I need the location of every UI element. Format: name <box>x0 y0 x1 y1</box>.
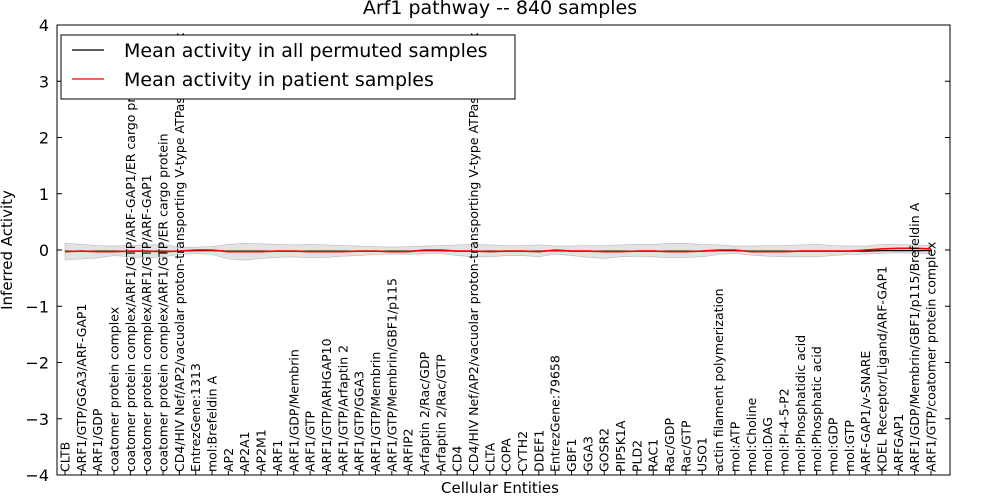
y-tick-label: −1 <box>25 297 49 316</box>
series-line-patient <box>64 247 932 253</box>
legend: Mean activity in all permuted samples Me… <box>60 34 516 100</box>
x-tick-label: mol:ATP <box>727 421 742 472</box>
x-tick-label: ARF1/GTP/coatomer protein complex <box>924 242 939 472</box>
x-tick-label: mol:GDP <box>826 417 841 472</box>
y-tick-label: 3 <box>39 72 49 91</box>
x-tick-label: ARFGAP1 <box>891 414 906 472</box>
x-tick-label: GBF1 <box>564 439 579 472</box>
x-tick-label: CD4/HIV Nef/AP2/vacuolar proton-transpor… <box>466 33 481 473</box>
y-axis-label: Inferred Activity <box>0 190 16 310</box>
x-tick-label: AP2 <box>221 448 236 472</box>
x-tick-label: ARF1/GDP <box>90 408 105 472</box>
y-tick-label: 1 <box>39 185 49 204</box>
legend-label-patient: Mean activity in patient samples <box>124 69 434 91</box>
x-tick-label: EntrezGene:79658 <box>548 355 563 472</box>
x-tick-label: coatomer protein complex/ARF1/GTP/ARF-GA… <box>123 66 138 472</box>
x-tick-label: ARF1/GDP/Membrin <box>286 349 301 472</box>
x-tick-label: Rac/GDP <box>662 418 677 472</box>
x-tick-label: ARF1/GTP/GGA3 <box>352 371 367 472</box>
x-tick-label: AP2A1 <box>237 431 252 472</box>
y-tick-label: 4 <box>39 16 49 35</box>
x-tick-label: mol:Phosphatic acid <box>809 346 824 472</box>
x-tick-label: KDEL Receptor/Ligand/ARF-GAP1 <box>875 266 890 472</box>
x-tick-label: PLD2 <box>629 440 644 472</box>
x-tick-label: ARF-GAP1/v-SNARE <box>858 351 873 472</box>
x-tick-label: ARFIP2 <box>401 428 416 472</box>
legend-box <box>60 34 516 100</box>
legend-label-permuted: Mean activity in all permuted samples <box>124 40 487 62</box>
x-tick-label: mol:Choline <box>744 397 759 472</box>
x-tick-label: CD4 <box>450 446 465 472</box>
y-axis: −4 −3 −2 −1 0 1 2 3 4 <box>25 16 950 485</box>
x-tick-label: AP2M1 <box>254 429 269 472</box>
x-tick-label: EntrezGene:1313 <box>188 363 203 472</box>
x-tick-label: CLTA <box>482 442 497 472</box>
x-axis-label: Cellular Entities <box>441 479 559 497</box>
x-tick-label: DDEF1 <box>531 430 546 472</box>
x-tick-label: Arfaptin 2/Rac/GTP <box>433 354 448 472</box>
x-tick-label: actin filament polymerization <box>711 288 726 472</box>
x-tick-label: mol:Brefeldin A <box>205 375 220 472</box>
x-tick-label: coatomer protein complex <box>107 307 122 472</box>
x-tick-label: GOSR2 <box>597 428 612 472</box>
x-tick-labels: CLTB ARF1/GTP/GGA3/ARF-GAP1 ARF1/GDP coatom… <box>58 33 939 475</box>
x-tick-label: CYTH2 <box>515 431 530 472</box>
x-tick-label: CLTB <box>58 442 73 472</box>
x-tick-label: mol:Phosphatidic acid <box>793 335 808 472</box>
x-tick-label: Arfaptin 2/Rac/GDP <box>417 351 432 472</box>
x-tick-label: ARF1/GTP/Membrin/GBF1/p115 <box>384 278 399 472</box>
y-tick-label: −4 <box>25 466 49 485</box>
x-tick-label: ARF1 <box>270 440 285 472</box>
x-tick-label: Rac/GTP <box>678 420 693 472</box>
x-tick-label: coatomer protein complex/ARF1/GTP/ARF-GA… <box>139 174 154 472</box>
x-tick-label: COPA <box>499 438 514 472</box>
series-layer <box>64 247 932 253</box>
y-tick-label: −3 <box>25 410 49 429</box>
x-tick-label: ARF1/GTP/Arfaptin 2 <box>335 345 350 472</box>
y-tick-label: 2 <box>39 129 49 148</box>
x-tick-label: mol:GTP <box>842 420 857 472</box>
y-tick-label: 0 <box>39 241 49 260</box>
x-tick-label: ARF1/GTP/GGA3/ARF-GAP1 <box>74 304 89 472</box>
x-tick-label: ARF1/GTP/Membrin <box>368 352 383 472</box>
x-tick-label: ARF1/GTP <box>303 411 318 472</box>
x-tick-label: USO1 <box>695 437 710 472</box>
x-tick-label: RAC1 <box>646 439 661 472</box>
x-tick-label: mol:DAG <box>760 417 775 472</box>
x-tick-label: ARF1/GDP/Membrin/GBF1/p115/Brefeldin A <box>907 202 922 472</box>
chart-title: Arf1 pathway -- 840 samples <box>363 0 637 19</box>
y-tick-label: −2 <box>25 354 49 373</box>
x-tick-label: PIP5K1A <box>613 420 628 472</box>
x-tick-label: coatomer protein complex/ARF1/GTP/ER car… <box>156 133 171 472</box>
x-tick-label: mol:PI-4-5-P2 <box>776 388 791 472</box>
x-tick-label: CD4/HIV Nef/AP2/vacuolar proton-transpor… <box>172 33 187 473</box>
x-tick-label: ARF1/GTP/ARHGAP10 <box>319 338 334 472</box>
x-tick-label: GGA3 <box>580 436 595 472</box>
